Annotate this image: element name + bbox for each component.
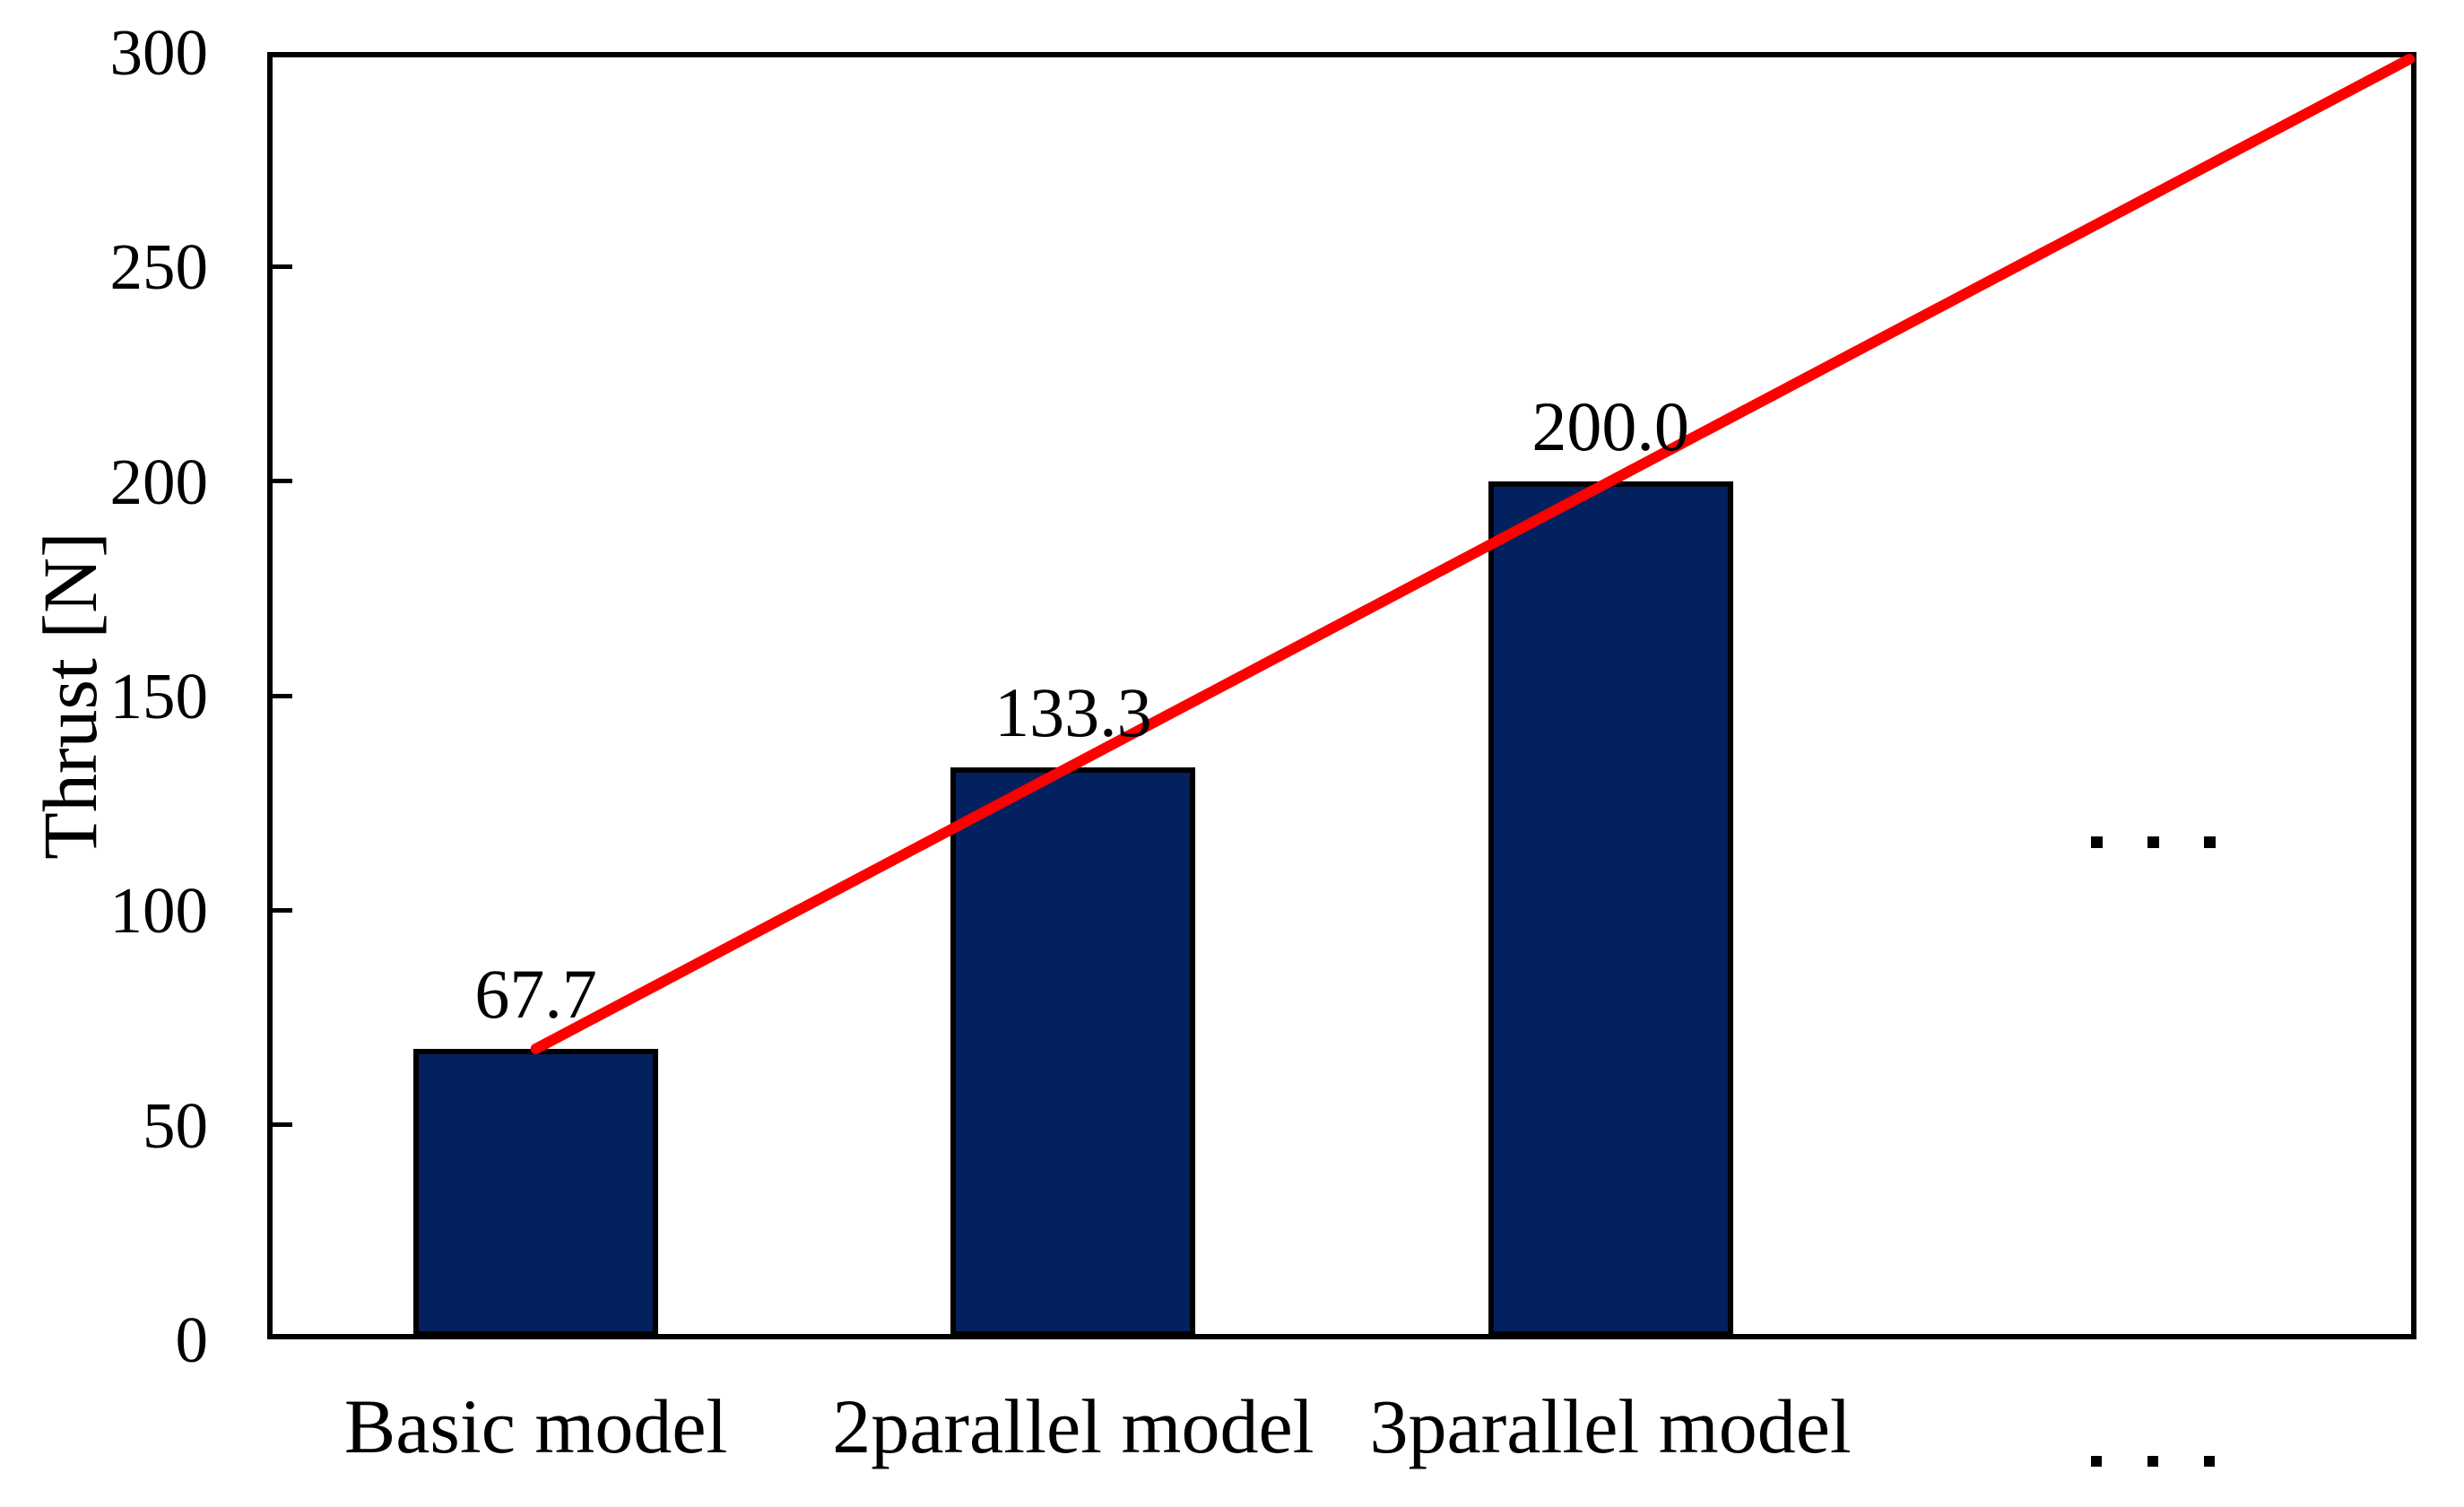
y-tick-label: 200 [109,445,209,518]
y-tick-label: 250 [109,230,209,304]
y-tick-label: 150 [109,660,209,732]
x-category-label: Basic model [343,1383,728,1469]
plot-ellipsis-dot [2090,836,2103,848]
bar-2 [950,766,1196,1337]
bar-value-label: 200.0 [1531,386,1689,465]
bar-1 [413,1048,659,1337]
y-tick-mark [273,1122,292,1128]
x-category-label: 2parallel model [832,1383,1314,1469]
y-tick-label: 300 [109,16,209,89]
bar-value-label: 133.3 [994,672,1152,751]
bar-value-label: 67.7 [474,954,597,1033]
x-category-label: 3parallel model [1369,1383,1852,1469]
x-category-ellipsis-dot [2204,1456,2216,1467]
y-tick-label: 50 [143,1088,208,1162]
y-tick-mark [273,693,292,698]
y-tick-label: 0 [175,1303,209,1376]
plot-ellipsis-dot [2147,836,2159,848]
bar-3 [1488,481,1733,1337]
x-category-ellipsis-dot [2091,1456,2103,1467]
y-tick-label: 100 [109,874,209,948]
y-tick-mark [273,907,292,913]
y-tick-mark [273,479,292,484]
x-category-ellipsis-dot [2147,1456,2159,1467]
plot-ellipsis-dot [2203,836,2216,848]
y-tick-mark [273,264,292,269]
